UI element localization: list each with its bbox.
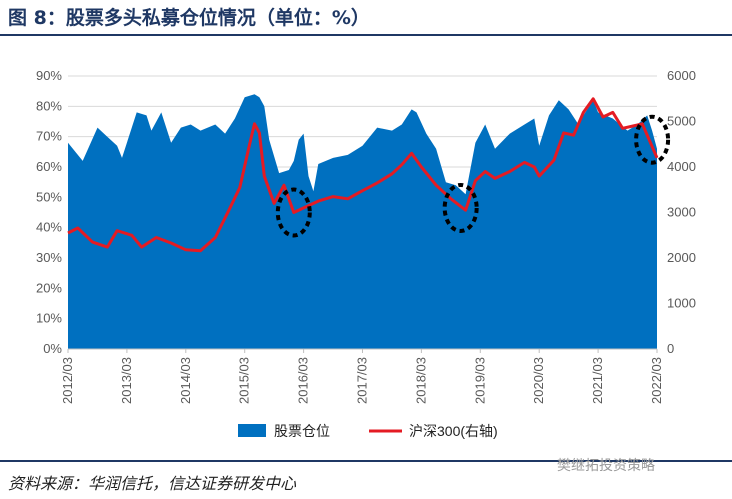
watermark: 樊继拓投资策略	[557, 458, 655, 474]
right-axis-ticks: 0 1000 2000 3000 4000 5000 6000	[667, 68, 696, 356]
x-tick-label: 2019/03	[472, 357, 487, 404]
right-tick-label: 3000	[667, 205, 696, 220]
right-tick-label: 2000	[667, 250, 696, 265]
x-tick-label: 2017/03	[355, 357, 370, 404]
x-tick-label: 2021/03	[590, 357, 605, 404]
left-tick-label: 50%	[36, 189, 62, 204]
figure-title: 图 8：股票多头私募仓位情况（单位：%）	[8, 7, 370, 29]
right-tick-label: 4000	[667, 159, 696, 174]
x-tick-label: 2018/03	[413, 357, 428, 404]
left-tick-label: 20%	[36, 280, 62, 295]
x-axis-ticks: 2012/03 2013/03 2014/03 2015/03 2016/03 2017/…	[60, 348, 664, 404]
position-area-series	[68, 94, 657, 349]
left-tick-label: 40%	[36, 220, 62, 235]
x-tick-label: 2012/03	[60, 357, 75, 404]
right-tick-label: 6000	[667, 68, 696, 83]
position-area	[68, 94, 657, 349]
left-axis-ticks: 0% 10% 20% 30% 40% 50% 60% 70% 80% 90%	[36, 68, 62, 356]
legend: 股票仓位 沪深300(右轴)	[238, 423, 498, 439]
right-tick-label: 1000	[667, 296, 696, 311]
left-tick-label: 0%	[43, 341, 62, 356]
x-tick-label: 2016/03	[296, 357, 311, 404]
annotations	[275, 114, 671, 238]
left-tick-label: 70%	[36, 129, 62, 144]
legend-area-swatch	[238, 424, 266, 437]
x-tick-label: 2022/03	[649, 357, 664, 404]
footer-divider	[0, 460, 732, 462]
position-chart: 0% 10% 20% 30% 40% 50% 60% 70% 80% 90% 0 1000 2000 3…	[36, 68, 696, 439]
x-tick-label: 2013/03	[119, 357, 134, 404]
left-tick-label: 90%	[36, 68, 62, 83]
csi300-line	[67, 97, 659, 253]
left-tick-label: 80%	[36, 98, 62, 113]
x-tick-label: 2020/03	[531, 357, 546, 404]
left-tick-label: 30%	[36, 250, 62, 265]
right-tick-label: 0	[667, 341, 674, 356]
legend-line-label: 沪深300(右轴)	[409, 423, 498, 439]
dashed-circle-annotation	[634, 114, 671, 165]
x-tick-label: 2014/03	[178, 357, 193, 404]
dashed-circle-annotation	[442, 182, 479, 233]
right-tick-label: 5000	[667, 114, 696, 129]
left-tick-label: 60%	[36, 159, 62, 174]
x-tick-label: 2015/03	[237, 357, 252, 404]
csi300-line-series	[67, 97, 659, 253]
source-note: 资料来源：华润信托，信达证券研发中心	[8, 474, 297, 493]
title-divider	[0, 34, 732, 36]
legend-area-label: 股票仓位	[274, 423, 330, 439]
left-tick-label: 10%	[36, 311, 62, 326]
dashed-circle-annotation	[275, 187, 312, 238]
